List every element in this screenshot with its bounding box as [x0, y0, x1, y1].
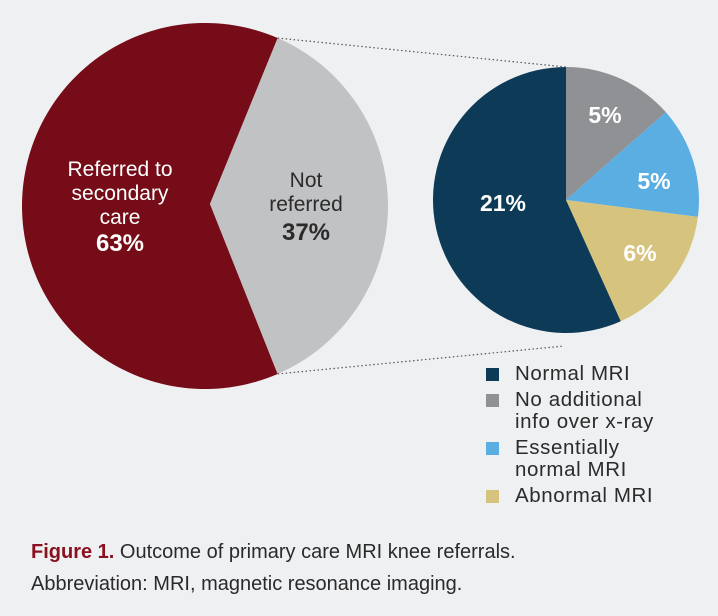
caption-title: Outcome of primary care MRI knee referra… — [114, 541, 516, 563]
caption-label: Figure 1. — [31, 541, 115, 563]
legend-item-abnormal-mri: Abnormal MRI — [486, 485, 711, 507]
slice-no-additional-info-over-x-ray — [566, 67, 666, 200]
connector-top — [277, 37, 567, 68]
value-normal-mri: 21% — [480, 190, 526, 216]
legend-label: info over x-ray — [515, 410, 654, 433]
slice-referred — [22, 23, 278, 390]
caption-abbreviation: Abbreviation: MRI, magnetic resonance im… — [31, 573, 463, 595]
slice-essentially-normal-mri — [566, 112, 699, 217]
legend-swatch — [486, 490, 499, 503]
value-essentially-normal-mri: 5% — [637, 168, 670, 194]
value-not-referred: 37% — [282, 219, 330, 246]
legend-swatch — [486, 394, 499, 407]
slice-normal-mri — [433, 67, 621, 333]
legend: Normal MRI No additional info over x-ray Es… — [486, 363, 711, 511]
legend-label: No additional — [515, 388, 643, 411]
label-referred: Referred to secondary care — [67, 158, 172, 229]
caption-line-1: Figure 1. Outcome of primary care MRI kn… — [31, 536, 701, 568]
figure-caption: Figure 1. Outcome of primary care MRI kn… — [31, 536, 701, 600]
legend-label: Essentially — [515, 436, 620, 459]
value-abnormal-mri: 6% — [623, 240, 656, 266]
legend-label: normal MRI — [515, 458, 627, 481]
legend-item-no-additional-info-over-x-ray: No additional info over x-ray — [486, 389, 711, 433]
slice-abnormal-mri — [566, 200, 698, 322]
legend-swatch — [486, 368, 499, 381]
value-no-additional-info-over-x-ray: 5% — [588, 102, 621, 128]
value-referred: 63% — [96, 230, 144, 257]
slice-not-referred — [210, 38, 389, 374]
legend-label: Normal MRI — [515, 362, 631, 385]
label-not-referred: Not referred — [269, 169, 343, 216]
legend-label: Abnormal MRI — [515, 484, 654, 507]
legend-swatch — [486, 442, 499, 455]
legend-item-essentially-normal-mri: Essentially normal MRI — [486, 437, 711, 481]
legend-item-normal-mri: Normal MRI — [486, 363, 711, 385]
